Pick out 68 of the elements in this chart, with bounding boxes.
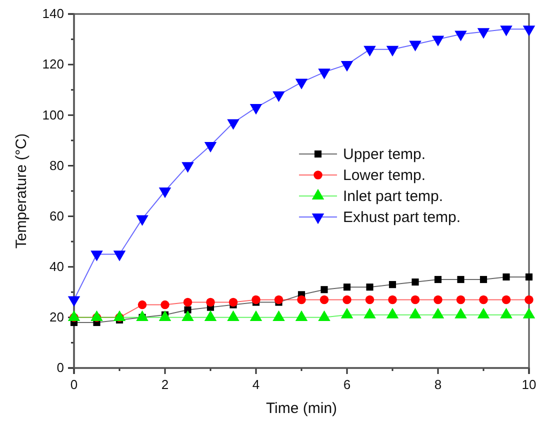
point — [454, 30, 467, 42]
point — [457, 276, 464, 284]
point — [90, 250, 103, 262]
x-tick-label: 2 — [161, 377, 169, 392]
point — [183, 298, 192, 307]
point — [206, 298, 215, 307]
point — [343, 284, 351, 291]
point — [412, 278, 419, 286]
point — [228, 298, 238, 307]
x-tick-label: 0 — [70, 377, 78, 392]
point — [364, 46, 376, 56]
point — [477, 28, 490, 39]
point — [318, 68, 330, 80]
x-axis-title: Time (min) — [266, 400, 338, 417]
y-tick-label: 60 — [50, 208, 64, 224]
point — [204, 142, 217, 153]
point — [182, 162, 194, 173]
point — [522, 26, 536, 36]
point — [480, 276, 488, 284]
point — [502, 273, 510, 281]
point — [320, 295, 329, 304]
y-axis-title: Temperature (°C) — [13, 133, 30, 249]
x-tick-label: 6 — [343, 377, 351, 392]
point — [524, 295, 534, 304]
point — [274, 295, 284, 304]
point — [250, 104, 262, 115]
point — [388, 281, 396, 288]
point — [297, 295, 306, 304]
point — [365, 295, 374, 304]
point — [342, 295, 352, 304]
y-tick-label: 120 — [42, 56, 64, 72]
x-tick-label: 8 — [434, 377, 442, 392]
y-tick-label: 140 — [42, 6, 64, 22]
point — [252, 295, 260, 304]
point — [502, 295, 511, 304]
point — [456, 295, 466, 304]
y-tick-label: 100 — [42, 107, 64, 122]
point — [227, 119, 240, 130]
point — [386, 46, 399, 56]
point — [434, 276, 442, 284]
point — [366, 284, 374, 291]
point — [136, 215, 148, 226]
y-tick-label: 80 — [50, 158, 64, 173]
point — [500, 26, 512, 36]
point — [525, 273, 533, 281]
point — [320, 286, 328, 294]
y-tick-label: 0 — [56, 360, 64, 376]
point — [138, 300, 147, 310]
legend-label: Exhust part temp. — [343, 209, 461, 226]
point — [388, 295, 397, 304]
y-tick-label: 40 — [50, 259, 64, 274]
point — [160, 300, 170, 310]
point — [272, 91, 285, 102]
point — [410, 295, 420, 304]
y-tick-label: 20 — [50, 310, 64, 325]
point — [113, 250, 126, 262]
legend-label: Upper temp. — [343, 146, 426, 163]
x-tick-label: 4 — [252, 377, 260, 392]
point — [479, 295, 488, 304]
legend-label: Lower temp. — [343, 167, 426, 184]
point — [340, 61, 354, 72]
point — [158, 187, 172, 198]
legend-label: Inlet part temp. — [343, 188, 444, 205]
point — [434, 295, 442, 304]
x-tick-label: 10 — [522, 377, 536, 392]
point — [409, 40, 422, 52]
point — [432, 36, 444, 46]
point — [295, 78, 308, 90]
